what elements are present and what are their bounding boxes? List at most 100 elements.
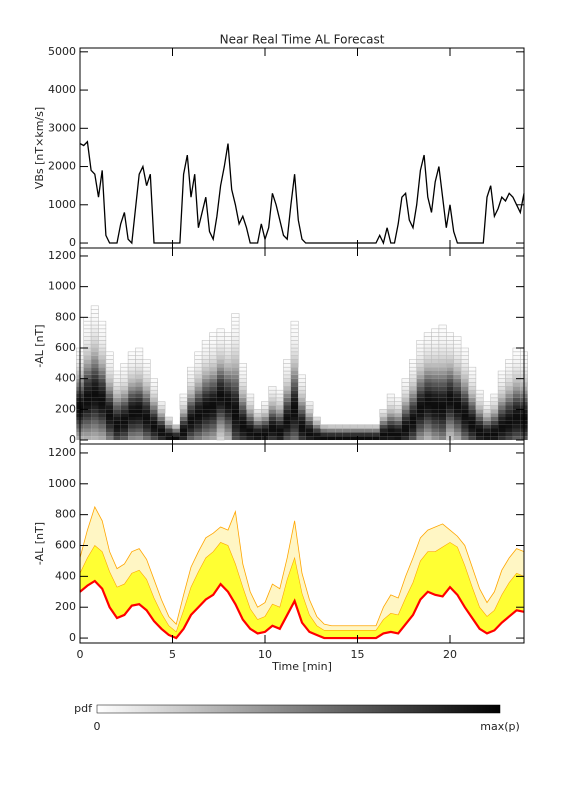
pdf-cell: [512, 401, 521, 406]
pdf-cell: [283, 401, 291, 406]
pdf-cell: [290, 336, 299, 341]
pdf-cell: [231, 378, 240, 383]
pdf-cell: [461, 428, 469, 433]
pdf-cell: [120, 420, 129, 425]
pdf-cell: [142, 386, 151, 391]
pdf-cell: [283, 382, 292, 387]
pdf-cell: [246, 401, 255, 406]
pdf-cell: [209, 355, 218, 360]
pdf-cell: [83, 432, 92, 437]
pdf-cell: [461, 386, 469, 391]
pdf-cell: [224, 428, 232, 433]
pdf-cell: [120, 432, 129, 437]
pdf-cell: [253, 420, 262, 425]
pdf-cell: [120, 424, 129, 429]
pdf-cell: [135, 409, 143, 414]
pdf-cell: [313, 424, 321, 429]
pdf-cell: [386, 409, 395, 414]
pdf-cell: [460, 351, 469, 356]
pdf-cell: [505, 363, 514, 368]
pdf-cell: [105, 405, 114, 410]
pdf-cell: [460, 359, 469, 364]
pdf-cell: [438, 417, 447, 421]
chart-title: Near Real Time AL Forecast: [220, 33, 385, 47]
pdf-cell: [261, 420, 269, 425]
pdf-cell: [231, 413, 240, 418]
pdf-cell: [98, 394, 106, 398]
pdf-cell: [276, 436, 284, 441]
pdf-cell: [438, 370, 447, 375]
pdf-cell: [276, 428, 284, 433]
pdf-cell: [209, 401, 217, 406]
pdf-cell: [283, 405, 291, 410]
pdf-cell: [379, 432, 388, 437]
pdf-cell: [128, 420, 136, 425]
pdf-cell: [231, 317, 240, 322]
pdf-cell: [453, 370, 462, 375]
pdf-cell: [209, 336, 218, 341]
pdf-cell: [261, 424, 269, 429]
pdf-cell: [135, 401, 143, 406]
pdf-cell: [431, 382, 439, 387]
pdf-cell: [150, 432, 158, 437]
pdf-cell: [231, 313, 240, 318]
pdf-cell: [446, 347, 454, 353]
pdf-cell: [298, 420, 306, 425]
pdf-cell: [490, 401, 499, 406]
pdf-cell: [386, 397, 395, 402]
pdf-cell: [483, 409, 491, 414]
pdf-cell: [409, 374, 417, 379]
pdf-cell: [446, 390, 454, 395]
pdf-cell: [194, 409, 203, 414]
pdf-cell: [498, 397, 506, 402]
pdf-cell: [461, 397, 469, 402]
pdf-cell: [290, 359, 299, 364]
x-tick-label: 5: [169, 648, 176, 661]
pdf-cell: [231, 420, 240, 425]
pdf-cell: [475, 397, 484, 402]
pdf-cell: [401, 436, 410, 441]
pdf-cell: [468, 397, 476, 402]
pdf-cell: [238, 378, 247, 383]
pdf-cell: [90, 305, 99, 310]
pdf-cell: [283, 390, 291, 395]
pdf-cell: [483, 428, 491, 433]
pdf-cell: [90, 343, 99, 349]
pdf-cell: [128, 428, 136, 433]
pdf-cell: [409, 370, 417, 376]
pdf-cell: [253, 412, 262, 418]
pdf-cell: [202, 432, 210, 437]
pdf-cell: [283, 366, 292, 372]
pdf-cell: [475, 436, 484, 441]
pdf-cell: [401, 428, 410, 433]
pdf-cell: [239, 397, 247, 402]
pdf-cell: [150, 417, 158, 421]
pdf-cell: [298, 409, 306, 414]
pdf-cell: [187, 366, 195, 372]
pdf-cell: [490, 420, 499, 425]
lower-line: [79, 579, 525, 640]
pdf-cell: [490, 393, 499, 399]
pdf-cell: [98, 409, 106, 414]
pdf-cell: [113, 428, 121, 433]
pdf-cell: [202, 409, 210, 414]
pdf-cell: [231, 394, 240, 398]
pdf-cell: [224, 424, 232, 429]
pdf-cell: [246, 393, 255, 399]
pdf-cell: [83, 424, 92, 429]
pdf-cell: [201, 340, 210, 345]
pdf-cell: [416, 428, 425, 433]
pdf-cell: [194, 370, 203, 376]
pdf-cell: [105, 424, 114, 429]
pdf-cell: [142, 428, 151, 433]
pdf-cell: [483, 412, 491, 418]
pdf-cell: [453, 436, 462, 441]
pdf-cell: [401, 401, 410, 406]
pdf-cell: [128, 382, 136, 387]
pdf-cell: [157, 401, 166, 406]
pdf-cell: [83, 386, 92, 391]
pdf-cell: [120, 417, 129, 421]
pdf-cell: [216, 351, 225, 356]
pdf-cell: [201, 355, 210, 360]
pdf-cell: [113, 405, 121, 410]
